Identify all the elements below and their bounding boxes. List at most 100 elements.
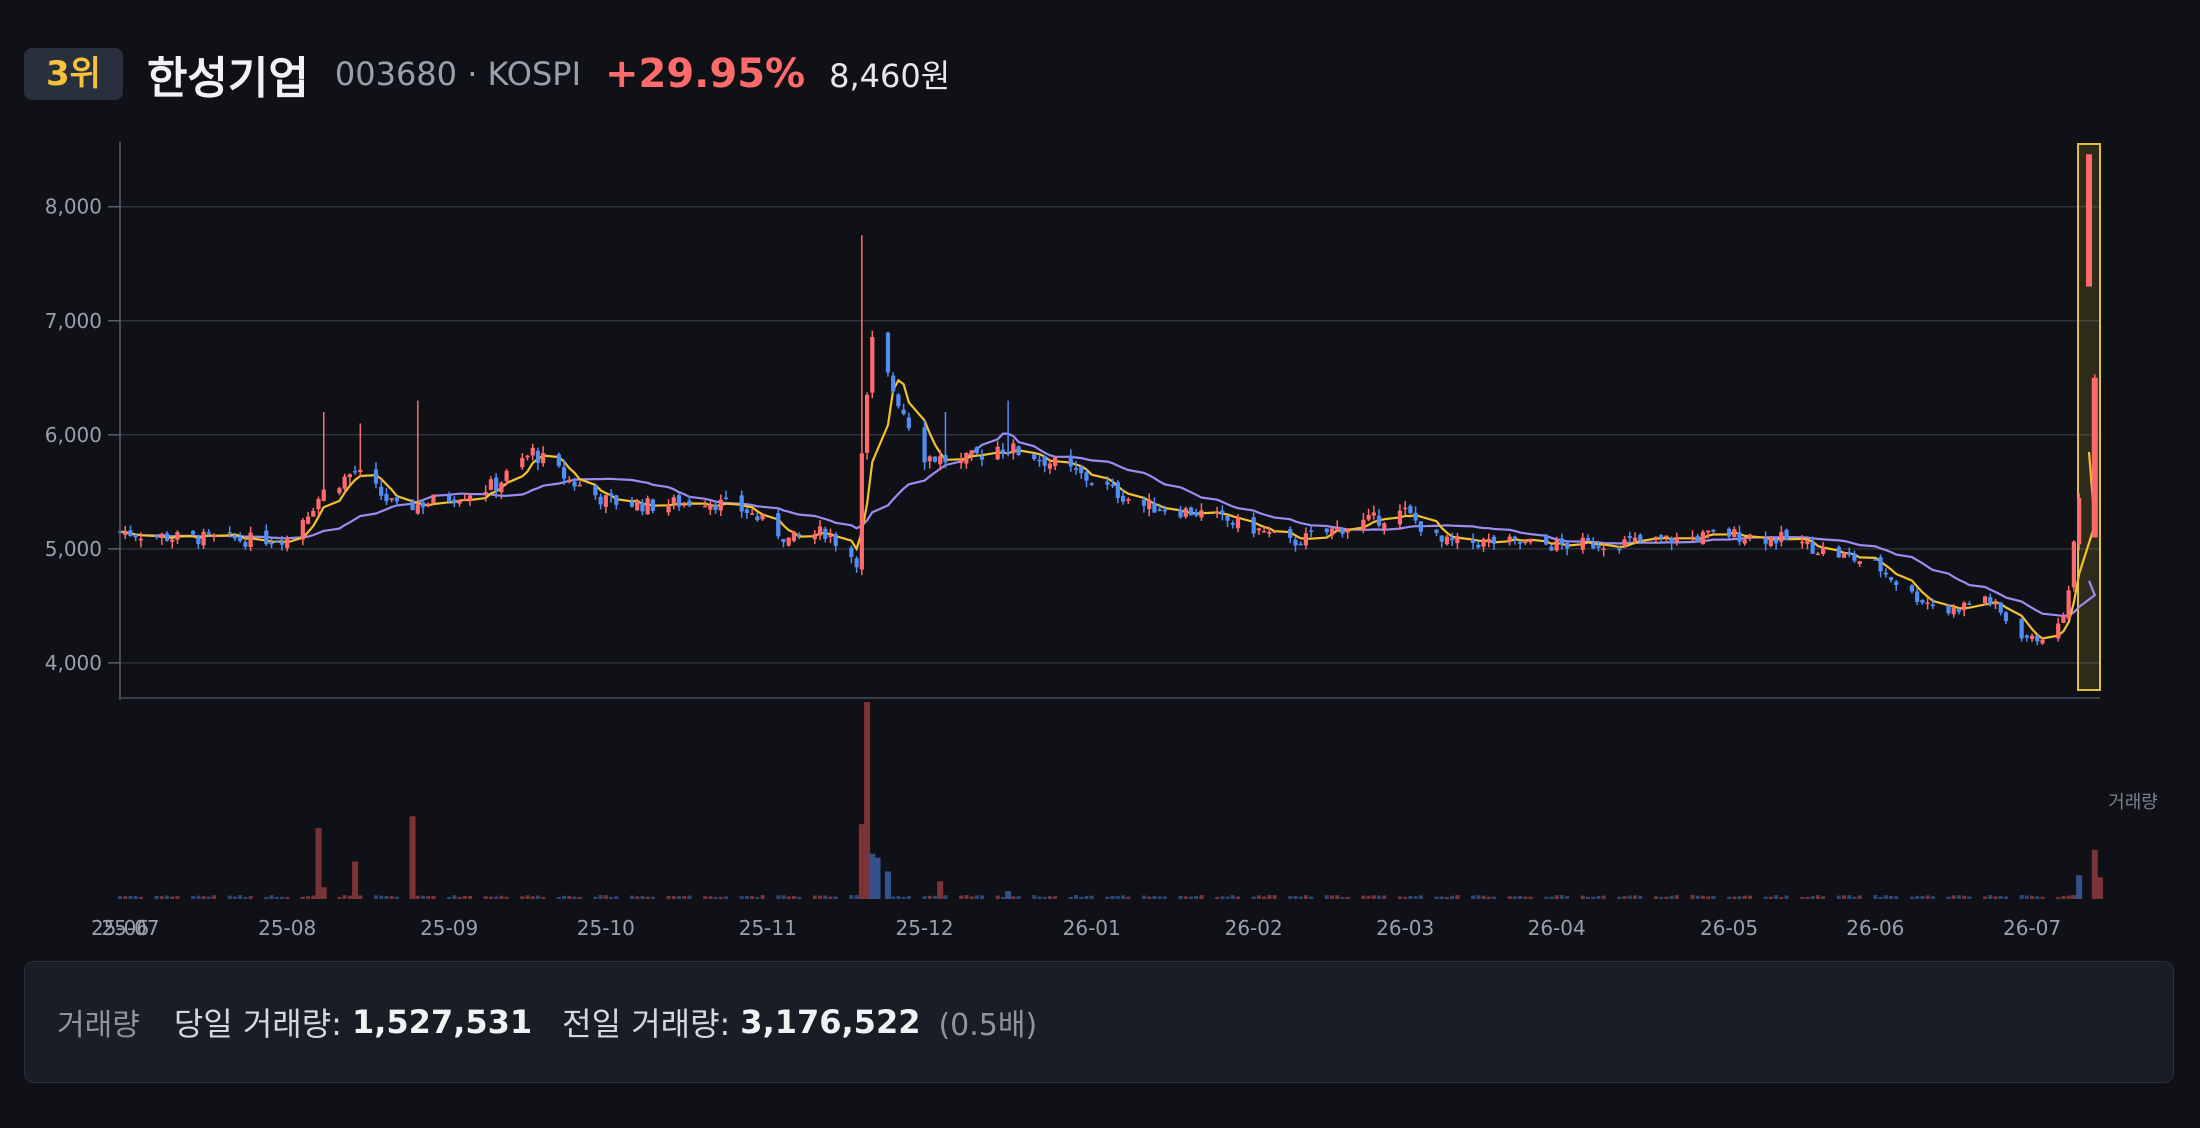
volume-bar: [2024, 895, 2029, 899]
candle: [1554, 536, 1559, 552]
volume-bar: [2070, 895, 2077, 899]
candle-body: [535, 450, 541, 463]
volume-bar: [483, 896, 488, 899]
candle-body: [1032, 454, 1037, 460]
candle: [1768, 536, 1773, 548]
candle: [938, 449, 943, 470]
candle: [629, 497, 635, 508]
candle: [870, 330, 875, 399]
candle-body: [1073, 468, 1079, 470]
candle: [1737, 525, 1742, 546]
candle-body: [671, 497, 676, 504]
candle: [426, 502, 431, 508]
volume-bar: [718, 896, 723, 899]
volume-bar: [462, 895, 467, 899]
candle-body: [1141, 499, 1147, 506]
candle-body: [300, 520, 305, 540]
candle: [2086, 154, 2092, 287]
candle-body: [1565, 542, 1570, 549]
candle-body: [650, 499, 655, 511]
candle-body: [1037, 459, 1042, 462]
candle: [650, 498, 655, 514]
candle-body: [1371, 512, 1376, 516]
candle-body: [1105, 481, 1110, 485]
volume-bar: [201, 896, 206, 899]
candle-body: [274, 541, 279, 543]
candle-body: [488, 479, 494, 490]
volume-bar: [1988, 895, 1993, 899]
volume-bar: [1518, 895, 1523, 899]
candle: [964, 452, 969, 469]
volume-bar: [447, 896, 452, 899]
candle-body: [269, 542, 274, 545]
candle-body: [1596, 546, 1601, 548]
candle: [1194, 508, 1199, 518]
volume-bar: [170, 896, 175, 899]
candle: [1147, 493, 1152, 517]
candle: [2035, 634, 2040, 646]
x-tick-label: 26-02: [1225, 916, 1283, 940]
candle: [279, 535, 285, 551]
candle-body: [1444, 536, 1450, 545]
candle-body: [373, 469, 379, 484]
candle: [891, 372, 896, 394]
volume-bar: [1664, 896, 1669, 899]
volume-bar: [791, 895, 796, 899]
candle-body: [1235, 517, 1241, 529]
candle-body: [415, 504, 420, 514]
candle-body: [1486, 538, 1491, 542]
volume-bar: [2019, 895, 2024, 899]
stock-name[interactable]: 한성기업: [146, 53, 309, 104]
candle: [1601, 543, 1606, 557]
candle-body: [1847, 552, 1852, 555]
volume-bar: [1653, 896, 1658, 899]
candle-body: [138, 538, 143, 541]
candle: [1528, 538, 1533, 545]
candle-body: [2019, 618, 2024, 639]
volume-axis-label: 거래량: [2108, 792, 2158, 813]
candle-body: [248, 532, 253, 548]
volume-bar: [1596, 895, 1601, 899]
volume-bar: [1455, 895, 1460, 899]
candle-body: [525, 455, 530, 458]
volume-bar: [1084, 895, 1089, 899]
candle: [901, 403, 906, 416]
volume-bar: [1267, 895, 1272, 899]
candle: [556, 452, 561, 468]
candle: [462, 492, 467, 501]
candle-body: [572, 481, 577, 487]
candle-body: [849, 547, 854, 558]
candle-body: [520, 457, 525, 468]
candle-body: [1481, 539, 1486, 547]
candle-body: [781, 538, 786, 543]
volume-bar: [1016, 896, 1021, 899]
x-tick-label: 26-01: [1063, 916, 1121, 940]
candle-body: [1047, 463, 1053, 469]
y-tick-label: 4,000: [45, 651, 102, 675]
candle: [1141, 496, 1147, 513]
volume-bar: [891, 896, 896, 899]
candle: [243, 537, 248, 550]
volume-bar: [640, 895, 645, 899]
volume-bar: [1225, 896, 1230, 899]
candle: [321, 412, 326, 502]
candle: [1089, 482, 1094, 487]
candle-body: [1408, 505, 1413, 514]
volume-bar: [1324, 895, 1329, 899]
volume-bar: [1293, 895, 1298, 899]
volume-bar: [1810, 895, 1815, 899]
candle-body: [760, 514, 765, 520]
volume-bar: [1444, 896, 1449, 899]
candle-body: [420, 502, 426, 508]
volume-bar: [1847, 895, 1852, 899]
today-volume-value: 1,527,531: [351, 1003, 533, 1041]
volume-bar: [833, 896, 838, 899]
candle-body: [1011, 443, 1016, 454]
candle: [932, 456, 938, 463]
candle: [1439, 535, 1444, 548]
volume-bar: [243, 896, 248, 899]
candle: [211, 533, 217, 542]
candle: [1382, 522, 1387, 535]
candle: [682, 501, 687, 508]
